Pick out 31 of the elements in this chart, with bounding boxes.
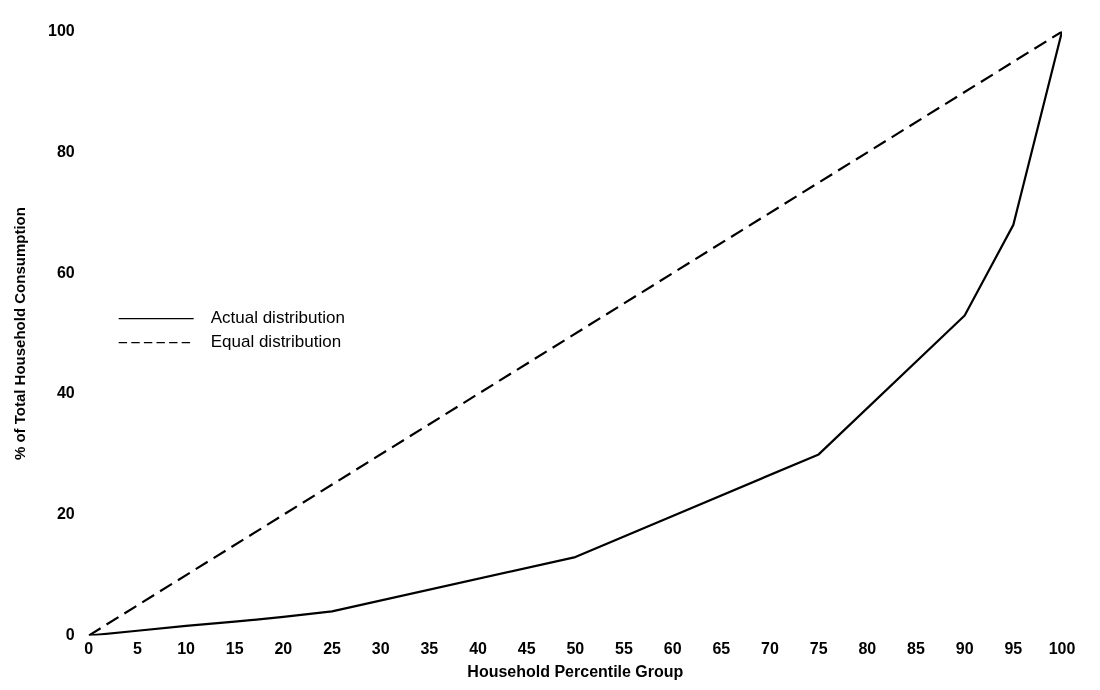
y-tick-label: 40: [56, 384, 75, 402]
x-tick-label: 45: [517, 639, 536, 657]
x-tick-label: 5: [132, 639, 142, 657]
x-tick-label: 10: [177, 639, 196, 657]
y-tick-label: 80: [56, 142, 75, 160]
x-tick-label: 85: [907, 639, 925, 657]
x-tick-label: 35: [420, 639, 439, 657]
y-tick-label: 20: [56, 505, 75, 523]
y-tick-label: 100: [47, 22, 75, 40]
x-tick-label: 20: [274, 639, 293, 657]
x-tick-label: 70: [761, 639, 780, 657]
y-axis-title: % of Total Household Consumption: [11, 207, 29, 461]
x-tick-label: 40: [469, 639, 488, 657]
x-tick-label: 65: [712, 639, 731, 657]
x-tick-label: 95: [1004, 639, 1023, 657]
y-tick-label: 60: [56, 263, 75, 281]
x-tick-label: 55: [615, 639, 634, 657]
x-tick-label: 0: [84, 639, 94, 657]
x-tick-label: 80: [858, 639, 877, 657]
x-axis-title: Household Percentile Group: [467, 662, 684, 680]
x-tick-label: 90: [955, 639, 974, 657]
x-tick-label: 25: [323, 639, 342, 657]
x-tick-label: 50: [566, 639, 585, 657]
x-tick-label: 30: [371, 639, 390, 657]
x-tick-label: 15: [225, 639, 244, 657]
x-tick-label: 100: [1048, 639, 1076, 657]
y-tick-label: 0: [65, 626, 75, 644]
x-tick-label: 75: [809, 639, 828, 657]
legend-label: Actual distribution: [210, 308, 345, 328]
x-tick-label: 60: [663, 639, 682, 657]
legend-label: Equal distribution: [210, 332, 342, 352]
